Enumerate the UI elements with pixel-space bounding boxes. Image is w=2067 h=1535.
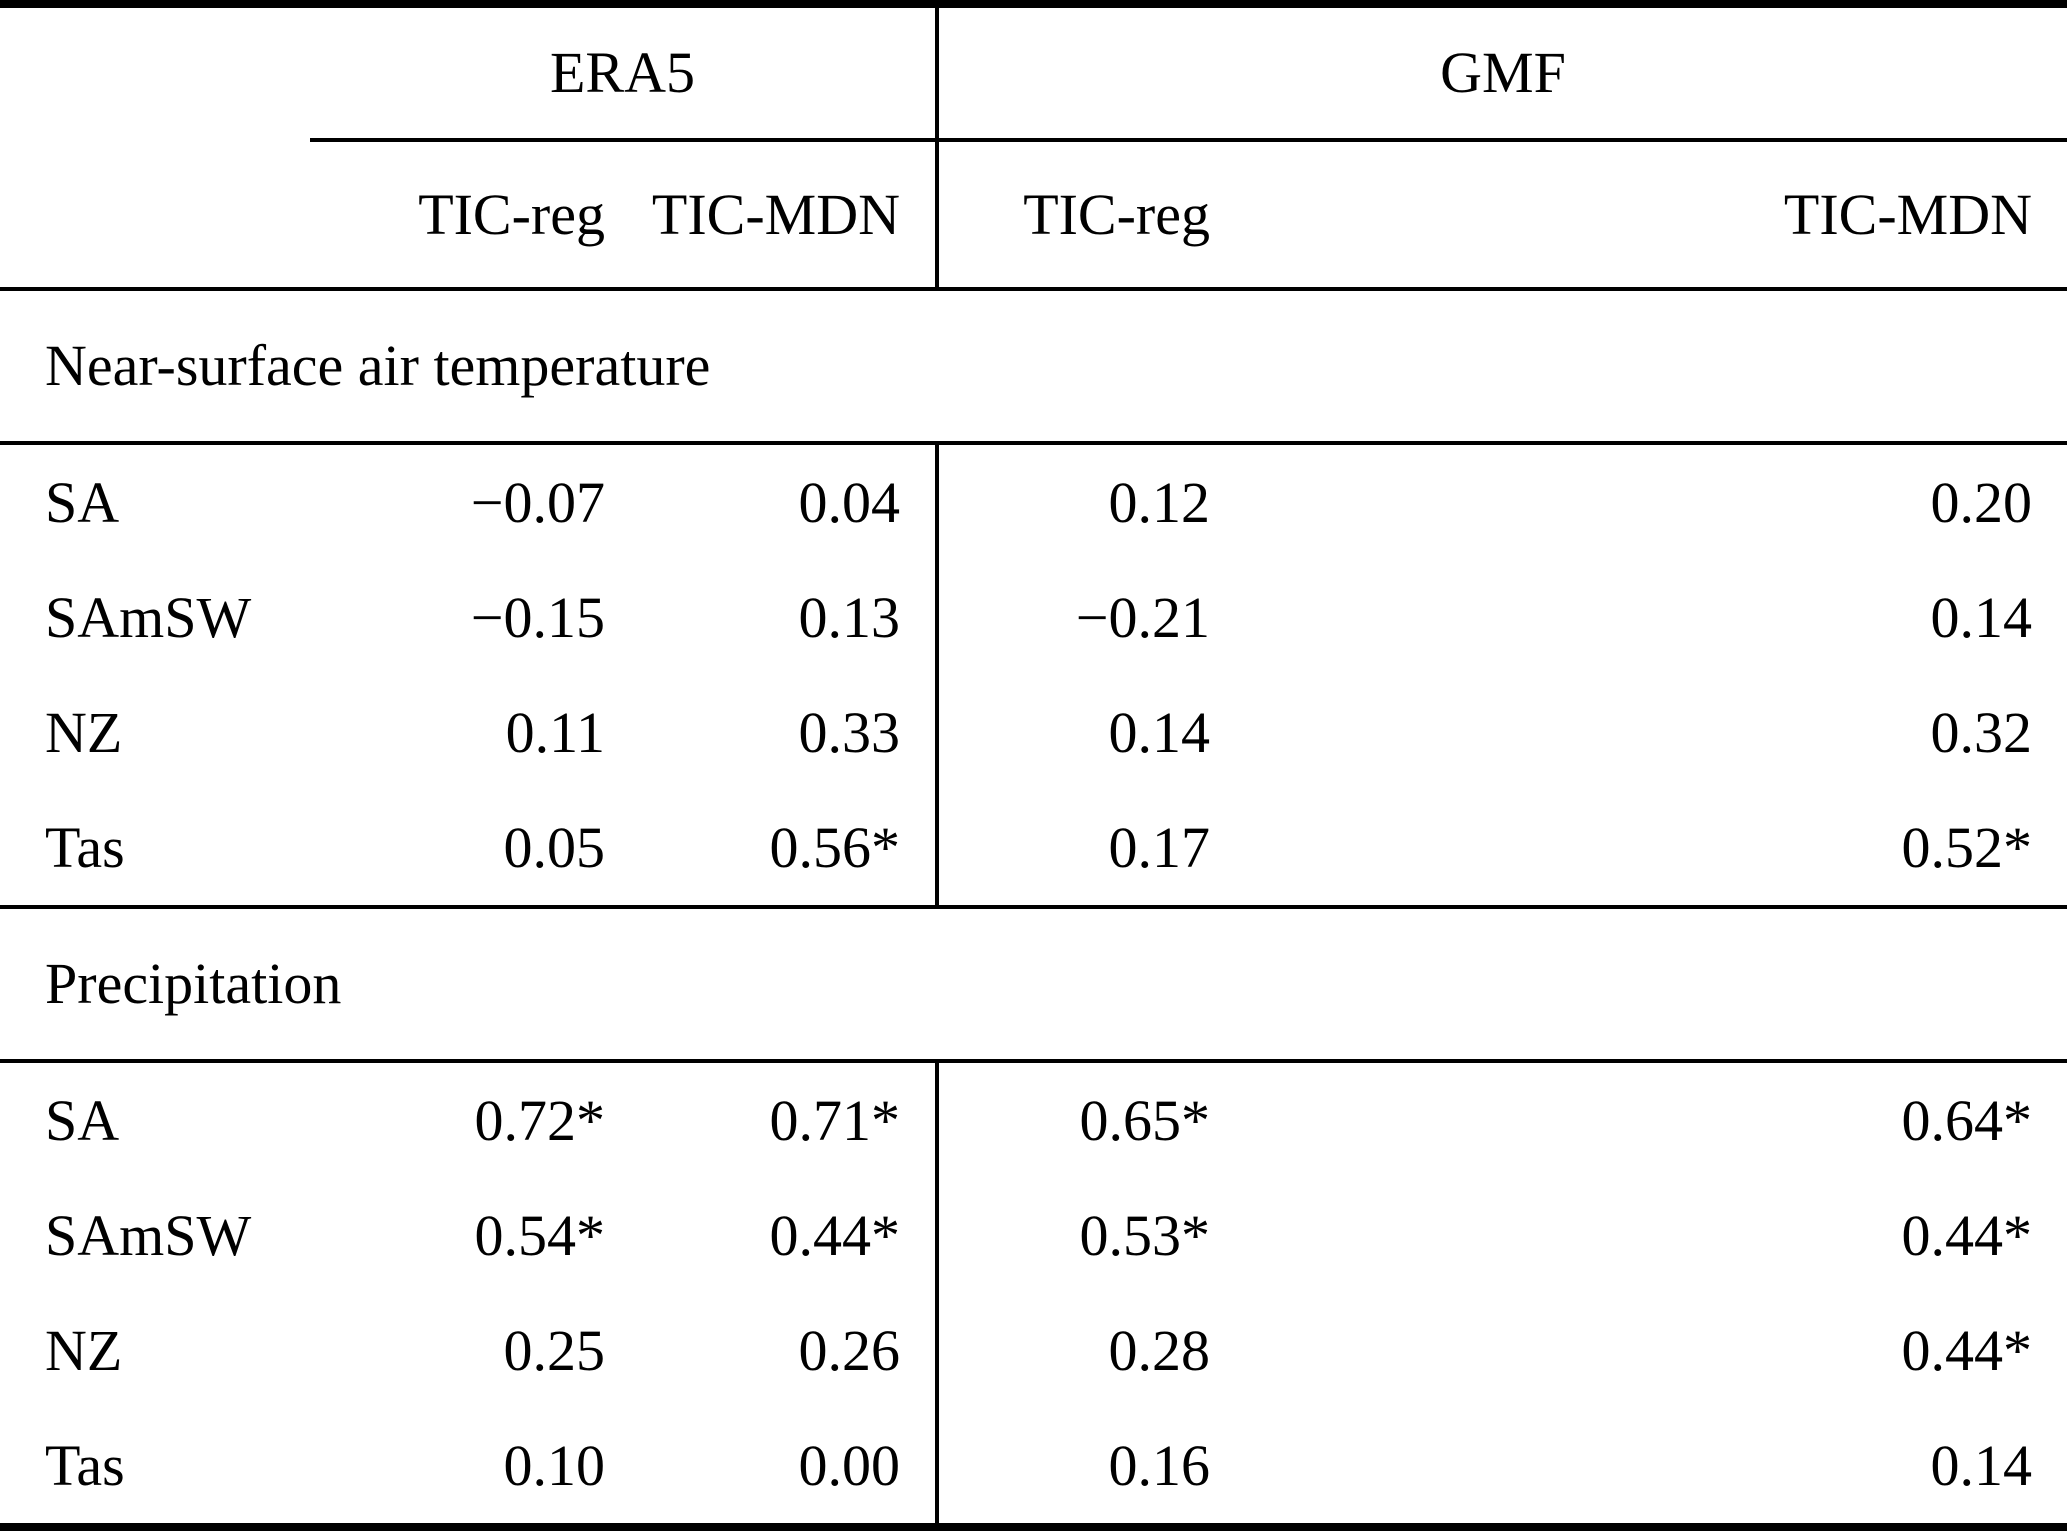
value-cell: −0.15: [470, 585, 605, 650]
section-rule: [0, 1059, 2067, 1063]
section-title-row: Precipitation: [0, 909, 2067, 1059]
value-cell: 0.04: [798, 470, 901, 535]
value-cell: 0.53*: [935, 1178, 1245, 1293]
section-title-row: Near-surface air temperature: [0, 291, 2067, 441]
value-cell: 0.64*: [1901, 1088, 2033, 1153]
value-cell: 0.44*: [769, 1203, 901, 1268]
row-label: SA: [45, 470, 120, 535]
value-cell: 0.20: [1930, 470, 2033, 535]
value-cell: 0.11: [505, 700, 605, 765]
table-row: Tas 0.10 0.00 0.16 0.14: [0, 1408, 2067, 1523]
group-underline-rule: [310, 138, 2067, 142]
row-label: NZ: [45, 1318, 123, 1383]
value-cell: 0.05: [503, 815, 606, 880]
value-cell: 0.17: [935, 790, 1245, 905]
column-group-header-row: ERA5 GMF: [0, 8, 2067, 138]
row-label: Tas: [45, 815, 125, 880]
table-row: Tas 0.05 0.56* 0.17 0.52*: [0, 790, 2067, 905]
column-header-spacer: [0, 142, 310, 287]
section-rule: [0, 905, 2067, 909]
column-header-gmf-tic-mdn: TIC-MDN: [1783, 182, 2032, 247]
value-cell: 0.71*: [769, 1088, 901, 1153]
column-header-era5-tic-mdn: TIC-MDN: [651, 182, 900, 247]
top-rule: [0, 0, 2067, 8]
column-group-era5: ERA5: [550, 40, 695, 105]
value-cell: 0.32: [1930, 700, 2033, 765]
header-rule: [0, 287, 2067, 291]
value-cell: 0.14: [935, 675, 1245, 790]
table-row: NZ 0.25 0.26 0.28 0.44*: [0, 1293, 2067, 1408]
row-label: SAmSW: [45, 585, 252, 650]
value-cell: −0.21: [935, 560, 1245, 675]
row-label: NZ: [45, 700, 123, 765]
corner-spacer: [0, 8, 310, 138]
section-title-precipitation: Precipitation: [45, 951, 342, 1016]
row-label: Tas: [45, 1433, 125, 1498]
table-row: NZ 0.11 0.33 0.14 0.32: [0, 675, 2067, 790]
group-underline-row: [0, 138, 2067, 142]
value-cell: 0.10: [503, 1433, 606, 1498]
table-row: SAmSW −0.15 0.13 −0.21 0.14: [0, 560, 2067, 675]
section-title-temperature: Near-surface air temperature: [45, 333, 711, 398]
value-cell: 0.44*: [1901, 1203, 2033, 1268]
value-cell: 0.13: [798, 585, 901, 650]
row-label: SAmSW: [45, 1203, 252, 1268]
value-cell: 0.33: [798, 700, 901, 765]
value-cell: 0.14: [1930, 585, 2033, 650]
column-header-row: TIC-reg TIC-MDN TIC-reg TIC-MDN: [0, 142, 2067, 287]
table-row: SA −0.07 0.04 0.12 0.20: [0, 445, 2067, 560]
value-cell: 0.52*: [1901, 815, 2033, 880]
value-cell: 0.14: [1930, 1433, 2033, 1498]
section-rule: [0, 441, 2067, 445]
column-group-gmf: GMF: [935, 8, 2067, 138]
value-cell: 0.26: [798, 1318, 901, 1383]
value-cell: 0.00: [798, 1433, 901, 1498]
value-cell: 0.44*: [1901, 1318, 2033, 1383]
column-header-gmf-tic-reg: TIC-reg: [935, 142, 1245, 287]
row-label: SA: [45, 1088, 120, 1153]
table-row: SAmSW 0.54* 0.44* 0.53* 0.44*: [0, 1178, 2067, 1293]
table-row: SA 0.72* 0.71* 0.65* 0.64*: [0, 1063, 2067, 1178]
value-cell: −0.07: [470, 470, 605, 535]
value-cell: 0.65*: [935, 1063, 1245, 1178]
value-cell: 0.56*: [769, 815, 901, 880]
value-cell: 0.16: [935, 1408, 1245, 1523]
value-cell: 0.28: [935, 1293, 1245, 1408]
value-cell: 0.54*: [474, 1203, 606, 1268]
bottom-rule: [0, 1523, 2067, 1531]
value-cell: 0.12: [935, 445, 1245, 560]
column-header-era5-tic-reg: TIC-reg: [418, 182, 605, 247]
value-cell: 0.72*: [474, 1088, 606, 1153]
value-cell: 0.25: [503, 1318, 606, 1383]
